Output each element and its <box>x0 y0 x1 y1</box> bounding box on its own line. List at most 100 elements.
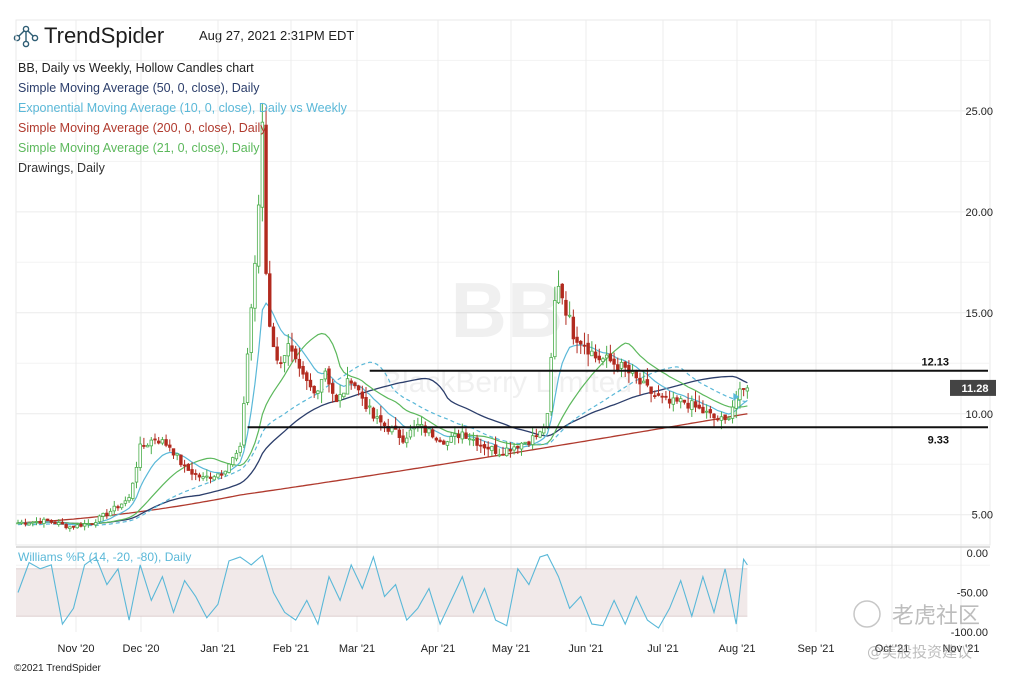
candle-up <box>641 380 646 384</box>
candle-down <box>597 355 601 361</box>
last-price-tag <box>950 379 996 396</box>
candle-up <box>319 379 324 393</box>
candle-up <box>42 518 46 524</box>
candle-up <box>745 387 750 392</box>
candle-down <box>153 438 157 441</box>
candle-up <box>238 445 242 453</box>
candle-up <box>519 442 524 450</box>
x-tick-label: Aug '21 <box>719 643 756 655</box>
candle-down <box>686 402 690 409</box>
candle-down <box>219 473 224 476</box>
candle-down <box>379 415 383 423</box>
candle-down <box>382 422 387 427</box>
candle-down <box>656 393 661 396</box>
candle-down <box>79 523 83 527</box>
y-tick-label: 20.00 <box>965 207 993 219</box>
x-tick-label: Nov '20 <box>58 643 95 655</box>
candle-down <box>312 385 316 394</box>
candle-up <box>127 497 131 502</box>
candle-down <box>493 444 498 454</box>
candle-up <box>68 526 72 529</box>
candle-up <box>530 435 535 445</box>
candle-up <box>619 361 624 369</box>
candle-down <box>634 371 638 379</box>
candle-down <box>564 299 568 316</box>
candle-up <box>512 446 516 451</box>
candle-down <box>349 380 353 384</box>
candle-up <box>256 204 261 267</box>
candle-down <box>186 463 191 471</box>
candle-down <box>675 397 679 402</box>
candle-down <box>293 348 298 360</box>
sma-50-line <box>17 375 748 525</box>
candle-down <box>194 473 198 475</box>
candle-down <box>171 448 176 456</box>
williams-r-label[interactable]: Williams %R (14, -20, -80), Daily <box>18 550 191 564</box>
candle-down <box>45 518 50 521</box>
willr-tick-label: -100.00 <box>951 627 988 639</box>
x-tick-label: Feb '21 <box>273 643 309 655</box>
candle-up <box>138 443 142 468</box>
legend-item[interactable]: Drawings, Daily <box>18 161 106 175</box>
x-tick-label: May '21 <box>492 643 530 655</box>
candle-down <box>423 425 427 433</box>
candle-down <box>279 362 283 365</box>
candle-up <box>316 390 320 394</box>
candle-down <box>182 464 187 467</box>
candle-down <box>430 429 435 438</box>
candle-down <box>560 283 564 299</box>
candle-down <box>586 342 590 355</box>
candle-up <box>108 510 113 517</box>
candle-up <box>630 371 635 374</box>
candle-up <box>556 285 561 304</box>
candle-up <box>216 473 220 478</box>
candle-up <box>234 452 239 460</box>
candle-down <box>290 345 294 352</box>
x-tick-label: Jul '21 <box>647 643 678 655</box>
candle-up <box>260 121 265 208</box>
candle-up <box>719 416 724 421</box>
candle-down <box>712 413 716 419</box>
candle-down <box>653 395 657 398</box>
candle-down <box>593 351 598 359</box>
candle-up <box>97 515 102 523</box>
candle-up <box>545 413 550 428</box>
x-tick-label: Jan '21 <box>200 643 235 655</box>
candle-up <box>679 398 683 403</box>
legend-item[interactable]: Exponential Moving Average (10, 0, close… <box>18 101 348 115</box>
candle-up <box>419 424 424 427</box>
x-tick-label: Mar '21 <box>339 643 375 655</box>
candle-up <box>253 262 257 309</box>
level-label: 9.33 <box>928 434 949 446</box>
candle-down <box>571 316 576 340</box>
y-tick-label: 25.00 <box>965 106 993 118</box>
candle-up <box>449 436 453 443</box>
x-tick-label: Nov '21 <box>943 643 980 655</box>
tiger-community-watermark: 老虎社区 @美股投资建议 <box>853 600 980 661</box>
candle-up <box>549 357 553 413</box>
last-price-value: 11.28 <box>962 383 989 395</box>
price-series: 12.13 9.33 11.28 <box>16 102 996 532</box>
candle-down <box>38 521 42 524</box>
candle-down <box>534 435 539 438</box>
candle-up <box>490 446 494 452</box>
legend-item[interactable]: Simple Moving Average (50, 0, close), Da… <box>18 81 260 95</box>
williams-r-panel: 0.00 -50.00 -100.00 <box>16 546 990 639</box>
candle-down <box>264 124 268 274</box>
y-tick-label: 5.00 <box>972 510 993 522</box>
level-label: 12.13 <box>921 357 949 369</box>
candle-up <box>342 392 346 398</box>
candle-up <box>249 307 253 353</box>
candle-up <box>427 428 431 434</box>
legend-item[interactable]: Simple Moving Average (21, 0, close), Da… <box>18 141 260 155</box>
legend-item[interactable]: BB, Daily vs Weekly, Hollow Candles char… <box>18 61 254 75</box>
williams-r-line <box>17 553 748 629</box>
candle-up <box>34 521 39 523</box>
cn-watermark-title: 老虎社区 <box>892 604 980 629</box>
candle-down <box>501 453 505 456</box>
y-tick-label: 10.00 <box>965 409 993 421</box>
candle-up <box>86 523 91 525</box>
legend-item[interactable]: Simple Moving Average (200, 0, close), D… <box>18 121 267 135</box>
candle-down <box>53 521 57 525</box>
